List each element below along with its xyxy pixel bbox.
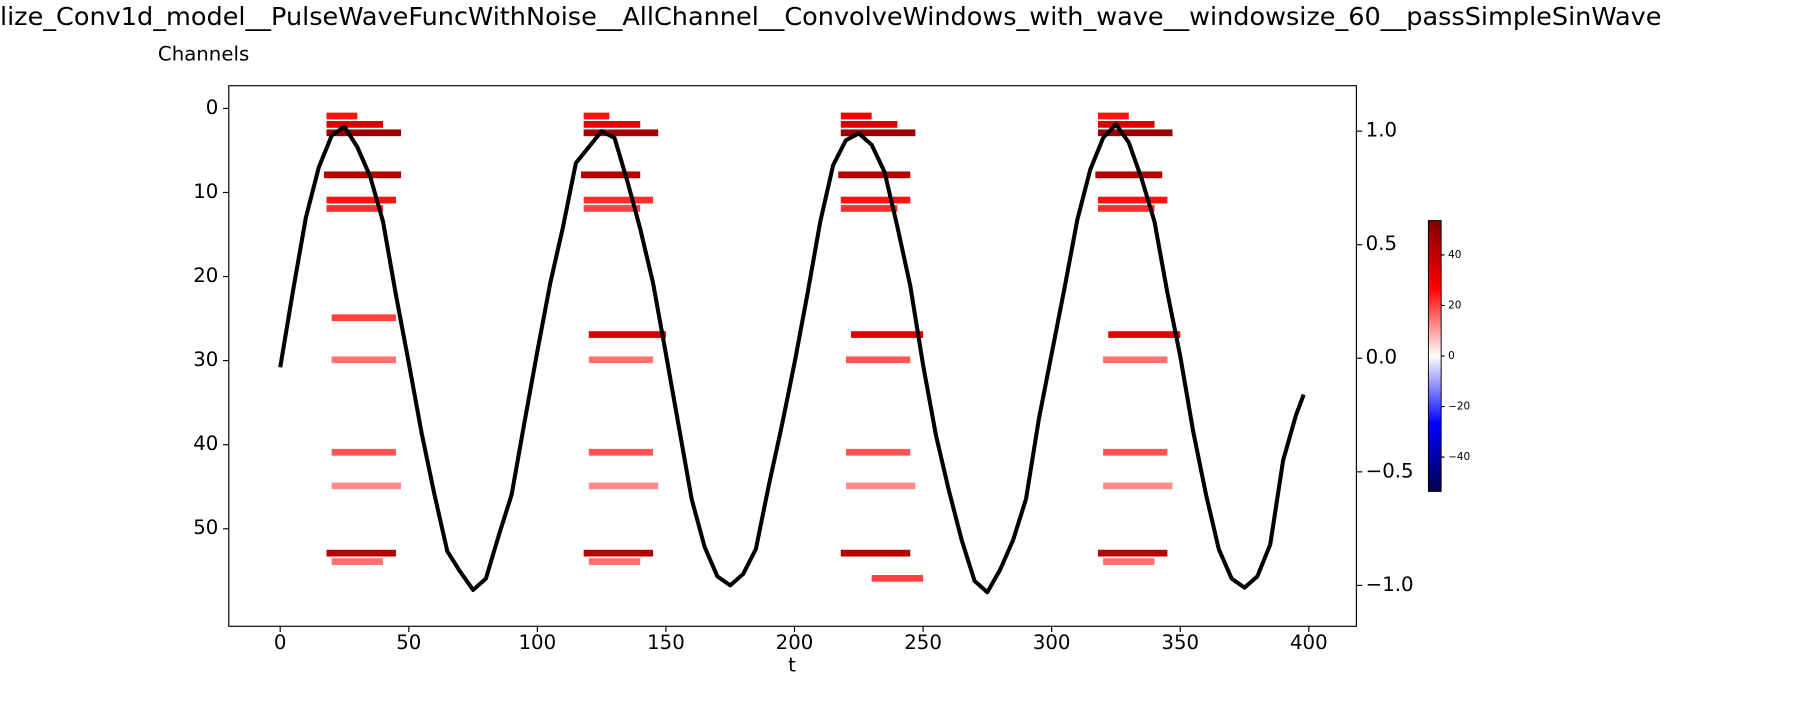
- colorbar-tick-label: 40: [1448, 249, 1461, 261]
- heatmap-cell: [326, 549, 396, 557]
- x-tick-label: 200: [776, 631, 814, 654]
- heatmap-cell: [583, 129, 659, 137]
- x-tick-label: 0: [274, 631, 287, 654]
- heatmap-cell: [326, 112, 358, 120]
- x-tick-label: 350: [1161, 631, 1199, 654]
- heatmap-cell: [1097, 205, 1155, 212]
- y-axis-label: Channels: [158, 42, 249, 65]
- heatmap-cell: [331, 314, 396, 322]
- heatmap-cell: [1097, 196, 1168, 204]
- heatmap-cell: [840, 121, 898, 128]
- heatmap-cell: [840, 196, 911, 204]
- heatmap-cell: [583, 196, 654, 204]
- heatmap-cell: [331, 482, 402, 490]
- heatmap-cell: [581, 171, 641, 179]
- heatmap-cell: [326, 121, 384, 128]
- heatmap-cell: [326, 129, 402, 137]
- plot-area: [278, 112, 1306, 595]
- heatmap-cell: [845, 356, 911, 364]
- x-tick-label: 150: [647, 631, 685, 654]
- y2-tick-label: −0.5: [1366, 459, 1414, 482]
- y-tick-label: 10: [193, 180, 218, 203]
- heatmap-cell: [1103, 482, 1173, 490]
- heatmap-cell: [845, 482, 916, 490]
- heatmap-cell: [1097, 112, 1129, 120]
- heatmap-cell: [840, 129, 916, 137]
- heatmap-cell: [326, 196, 396, 204]
- heatmap-cell: [588, 448, 654, 456]
- heatmap-cell: [583, 205, 641, 212]
- heatmap-cell: [331, 356, 396, 364]
- x-axis-label: t: [788, 654, 796, 677]
- heatmap-cell: [840, 112, 872, 120]
- heatmap-cell: [1103, 356, 1168, 364]
- y2-tick-label: 0.0: [1366, 346, 1397, 369]
- y-tick-label: 20: [193, 264, 218, 287]
- heatmap-cell: [845, 448, 911, 456]
- heatmap-cell: [1095, 171, 1163, 179]
- heatmap-cell: [326, 205, 384, 212]
- heatmap-cell: [1097, 129, 1173, 137]
- colorbar: [1427, 220, 1442, 492]
- axes-frame: [228, 85, 1357, 627]
- heatmap-cell: [331, 448, 396, 456]
- colorbar-tick-label: 20: [1448, 300, 1461, 312]
- heatmap-cell: [588, 331, 666, 338]
- heatmap-cell: [1103, 448, 1168, 456]
- heatmap-cell: [871, 575, 924, 582]
- heatmap-cell: [583, 549, 654, 557]
- heatmap-cell: [588, 558, 641, 565]
- x-tick-label: 250: [904, 631, 942, 654]
- chart-title: lize_Conv1d_model__PulseWaveFuncWithNois…: [0, 1, 1661, 31]
- heatmap-cell: [1103, 558, 1155, 565]
- heatmap-cell: [851, 331, 924, 338]
- heatmap-cell: [1097, 549, 1168, 557]
- heatmap-cell: [588, 482, 659, 490]
- x-tick-label: 300: [1033, 631, 1071, 654]
- x-tick-label: 50: [396, 631, 421, 654]
- heatmap-cell: [331, 558, 384, 565]
- heatmap-cell: [840, 205, 898, 212]
- heatmap-cell: [1097, 121, 1155, 128]
- heatmap-cell: [583, 121, 641, 128]
- heatmap-cell: [323, 171, 402, 179]
- x-tick-label: 100: [519, 631, 557, 654]
- y2-tick-label: −1.0: [1366, 573, 1414, 596]
- colorbar-tick-label: −20: [1448, 401, 1470, 413]
- colorbar-tick-label: −40: [1448, 451, 1470, 463]
- y-tick-label: 0: [206, 96, 219, 119]
- heatmap-cell: [583, 112, 610, 120]
- heatmap-cell: [838, 171, 911, 179]
- y2-tick-label: 0.5: [1366, 232, 1397, 255]
- colorbar-tick-label: 0: [1448, 350, 1455, 362]
- y-tick-label: 50: [193, 516, 218, 539]
- y2-tick-label: 1.0: [1366, 119, 1397, 142]
- signal-line: [278, 122, 1306, 595]
- heatmap-cell: [1108, 331, 1181, 338]
- heatmap-cell: [588, 356, 654, 364]
- heatmap-cell: [840, 549, 911, 557]
- x-tick-label: 400: [1290, 631, 1328, 654]
- y-tick-label: 30: [193, 348, 218, 371]
- y-tick-label: 40: [193, 432, 218, 455]
